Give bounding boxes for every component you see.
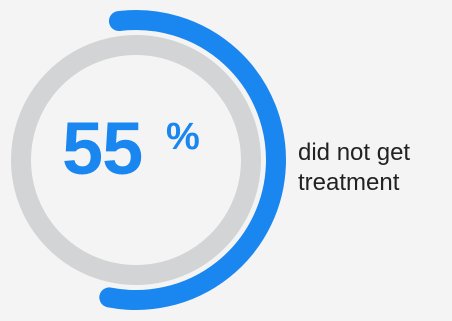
caption: did not get treatment bbox=[298, 138, 448, 198]
percent-sign: % bbox=[166, 116, 200, 158]
donut-track bbox=[11, 35, 261, 285]
percentage-value: 55 bbox=[62, 107, 143, 190]
caption-line-2: treatment bbox=[298, 169, 400, 196]
donut-value-arc bbox=[99, 10, 286, 310]
caption-line-1: did not get bbox=[298, 139, 411, 166]
